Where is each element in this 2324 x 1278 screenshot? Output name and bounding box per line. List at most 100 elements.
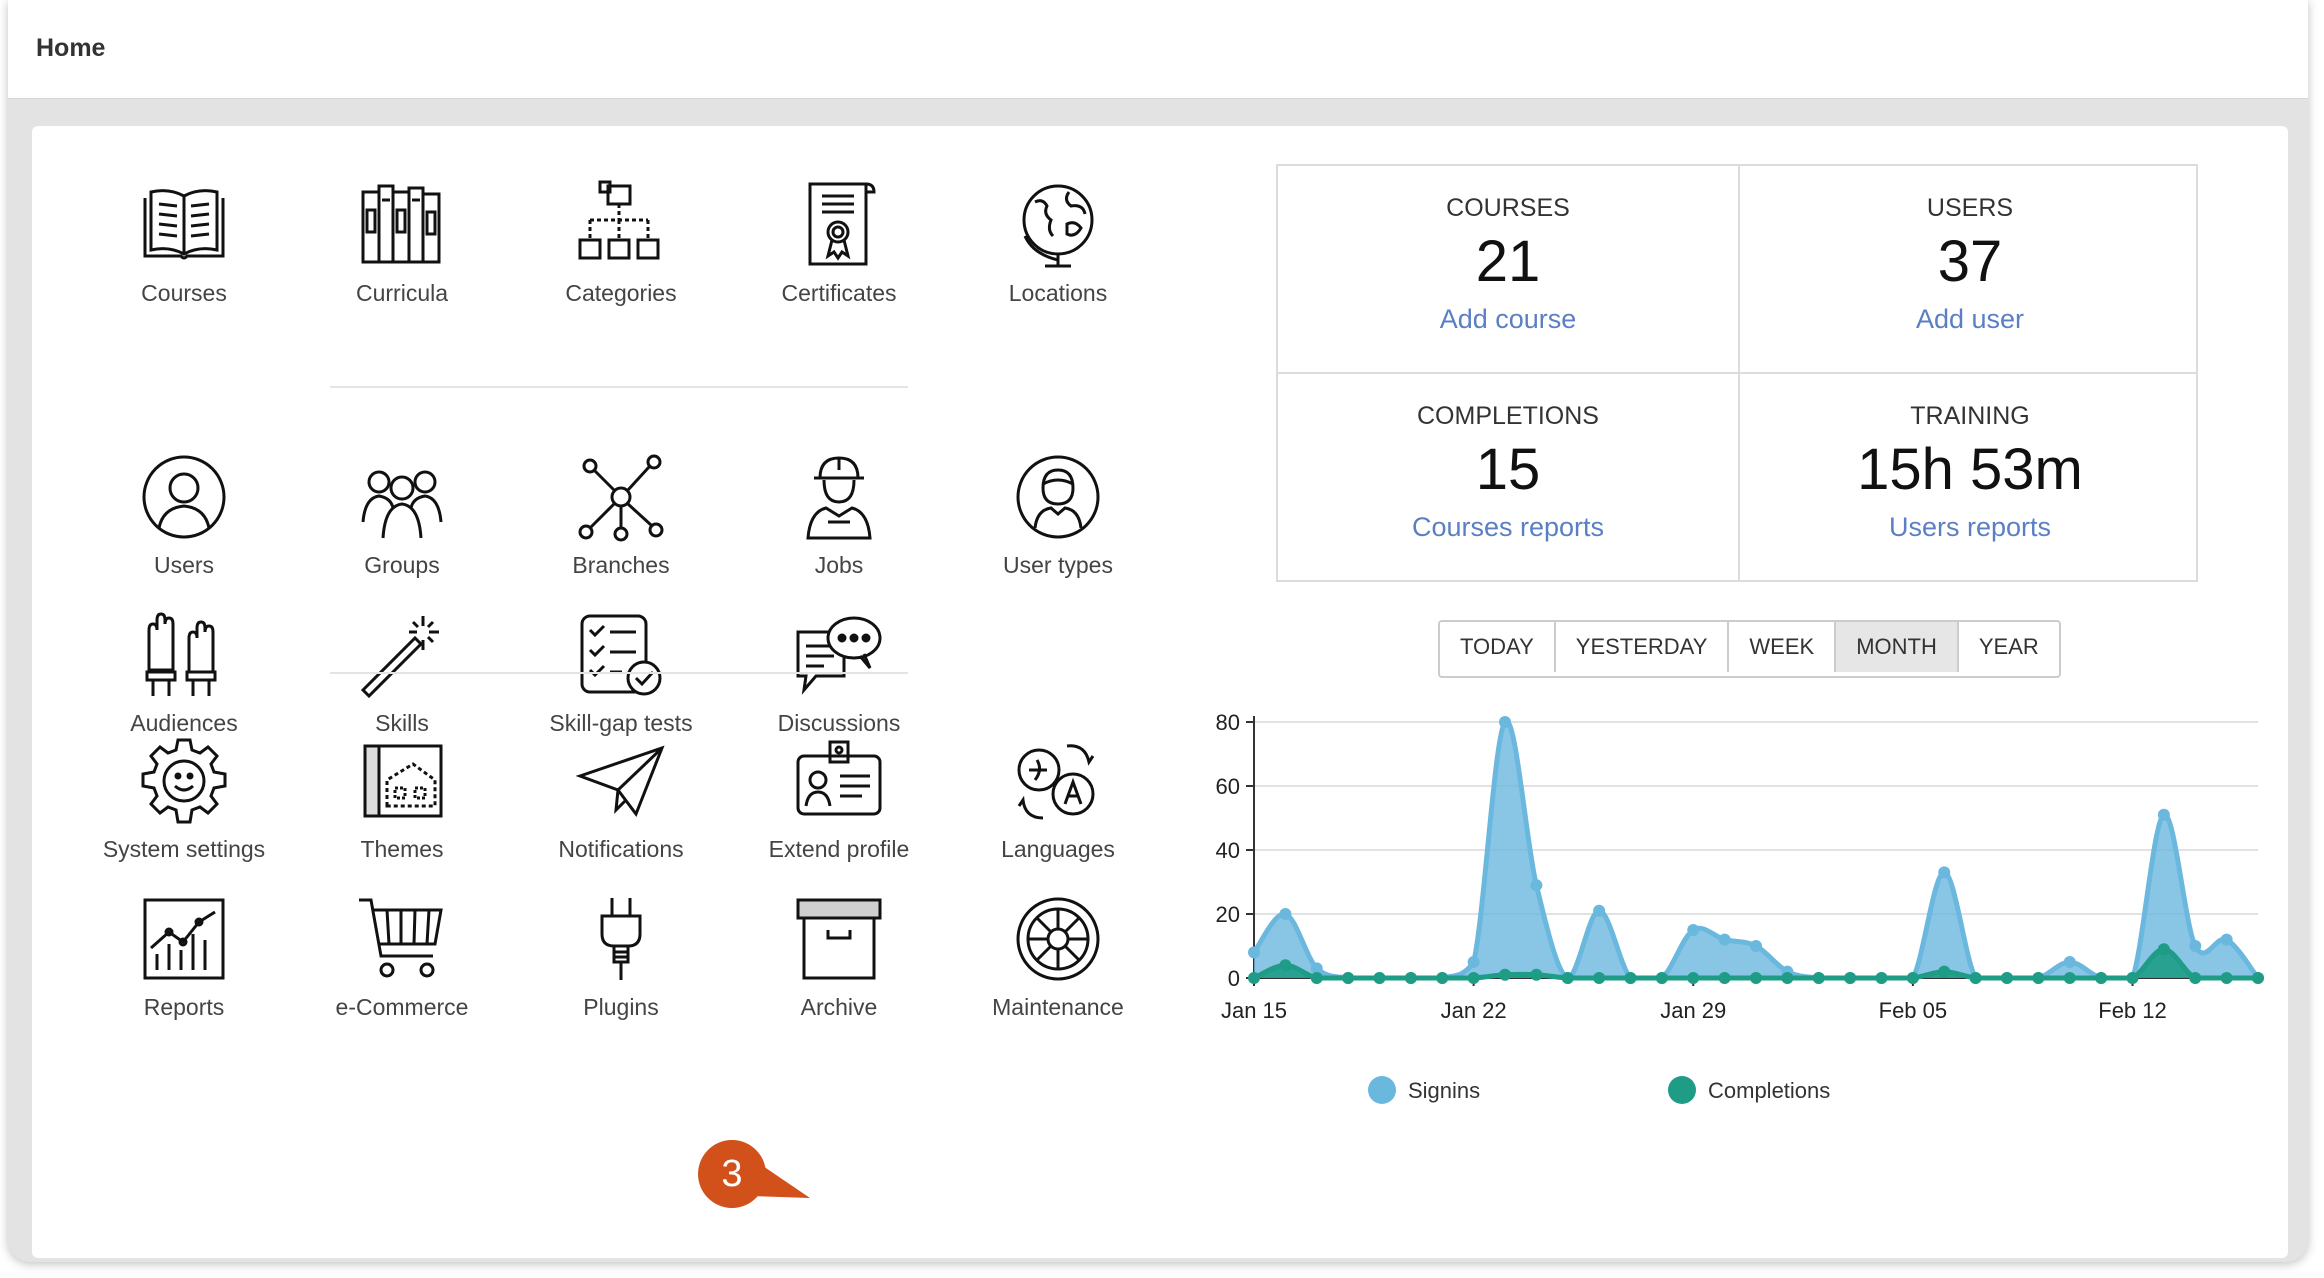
nav-audiences[interactable]: Audiences — [75, 610, 293, 737]
x-tick-label: Jan 15 — [1221, 998, 1287, 1023]
completions-point — [1781, 972, 1794, 984]
stat-completions-value: 15 — [1475, 437, 1541, 502]
nav-skill-gap-tests[interactable]: Skill-gap tests — [512, 610, 730, 737]
nav-groups[interactable]: Groups — [293, 452, 511, 579]
completions-point — [2095, 972, 2108, 984]
nav-skills-label: Skills — [375, 710, 429, 736]
period-year-button[interactable]: YEAR — [1958, 622, 2059, 672]
signins-point — [1530, 879, 1543, 892]
nav-certificates[interactable]: Certificates — [730, 180, 948, 307]
completions-point — [1342, 972, 1355, 984]
signins-point — [2220, 933, 2233, 946]
stat-courses: COURSES 21 Add course — [1278, 166, 1738, 374]
completions-point — [1969, 972, 1982, 984]
signins-point — [1718, 933, 1731, 946]
nav-reports-label: Reports — [143, 994, 225, 1020]
nav-e-commerce[interactable]: e-Commerce — [293, 894, 511, 1021]
nav-maintenance-label: Maintenance — [992, 994, 1124, 1020]
nav-skills[interactable]: Skills — [293, 610, 511, 737]
completions-point — [1906, 972, 1919, 984]
completions-point — [1718, 972, 1731, 984]
report-chart-icon — [143, 898, 225, 980]
nav-reports[interactable]: Reports — [75, 894, 293, 1021]
nav-audiences-label: Audiences — [130, 710, 238, 736]
completions-point — [1404, 972, 1417, 984]
nav-courses-label: Courses — [141, 280, 227, 306]
nav-user-types[interactable]: User types — [949, 452, 1167, 579]
nav-categories[interactable]: Categories — [512, 180, 730, 307]
nav-curricula[interactable]: Curricula — [293, 180, 511, 307]
nav-plugins[interactable]: Plugins — [512, 894, 730, 1021]
x-tick-label: Jan 22 — [1441, 998, 1507, 1023]
courses-reports-link[interactable]: Courses reports — [1411, 512, 1605, 542]
nav-themes[interactable]: Themes — [293, 736, 511, 863]
signins-point — [1499, 716, 1511, 728]
nav-e-commerce-label: e-Commerce — [335, 994, 469, 1020]
y-tick-label: 20 — [1216, 902, 1240, 927]
completions-point — [1655, 972, 1668, 984]
completions-point — [2126, 972, 2139, 984]
archive-box-icon — [796, 898, 882, 980]
x-tick-label: Feb 05 — [1879, 998, 1948, 1023]
book-icon — [143, 189, 225, 260]
nav-discussions[interactable]: Discussions — [730, 610, 948, 737]
completions-point — [1530, 968, 1543, 981]
completions-point — [1844, 972, 1857, 984]
completions-point — [1750, 972, 1762, 984]
completions-point — [1561, 972, 1574, 984]
legend-label-signins: Signins — [1408, 1078, 1480, 1103]
signins-point — [1279, 908, 1292, 920]
nav-languages[interactable]: Languages — [949, 736, 1167, 863]
nav-archive-label: Archive — [800, 994, 878, 1020]
id-card-icon — [796, 740, 882, 816]
nav-extend-profile[interactable]: Extend profile — [730, 736, 948, 863]
nav-archive[interactable]: Archive — [730, 894, 948, 1021]
nav-maintenance[interactable]: Maintenance — [949, 894, 1167, 1021]
period-yesterday-button[interactable]: YESTERDAY — [1555, 622, 1730, 672]
page-title: Home — [36, 34, 106, 62]
legend-swatch-completions — [1668, 1076, 1696, 1104]
completions-point — [1624, 972, 1637, 984]
nav-locations-label: Locations — [1008, 280, 1108, 306]
chat-bubbles-icon — [796, 616, 882, 695]
nav-branches-label: Branches — [572, 552, 670, 578]
signins-point — [2189, 940, 2202, 952]
group-icon — [361, 470, 443, 539]
categories-icon — [578, 180, 660, 260]
nav-branches[interactable]: Branches — [512, 452, 730, 579]
raised-hands-icon — [145, 612, 217, 696]
nav-courses[interactable]: Courses — [75, 180, 293, 307]
magic-wand-icon — [360, 616, 439, 699]
nav-groups-label: Groups — [364, 552, 440, 578]
add-course-link[interactable]: Add course — [1439, 304, 1577, 334]
completions-point — [2001, 972, 2013, 984]
nav-users[interactable]: Users — [75, 452, 293, 579]
completions-point — [1938, 965, 1951, 978]
signins-area — [1254, 721, 2258, 978]
completions-point — [2032, 972, 2045, 984]
plug-icon — [600, 898, 642, 980]
signins-point — [2157, 808, 2170, 821]
y-tick-label: 40 — [1216, 838, 1240, 863]
nav-skill-gap-tests-label: Skill-gap tests — [549, 710, 693, 736]
stat-training-value: 15h 53m — [1857, 437, 2083, 502]
nav-system-settings[interactable]: System settings — [75, 736, 293, 863]
nav-jobs[interactable]: Jobs — [730, 452, 948, 579]
nav-notifications[interactable]: Notifications — [512, 736, 730, 863]
nav-languages-label: Languages — [1001, 836, 1115, 862]
period-month-button[interactable]: MONTH — [1836, 622, 1959, 672]
nav-extend-profile-label: Extend profile — [768, 836, 910, 862]
y-tick-label: 60 — [1216, 774, 1240, 799]
stat-training: TRAINING 15h 53m Users reports — [1740, 374, 2200, 582]
nav-curricula-label: Curricula — [355, 280, 449, 306]
signins-point — [1938, 866, 1951, 879]
completions-point — [2189, 972, 2202, 984]
period-week-button[interactable]: WEEK — [1729, 622, 1837, 672]
translate-icon — [1017, 744, 1095, 820]
users-reports-link[interactable]: Users reports — [1888, 512, 2052, 542]
period-today-button[interactable]: TODAY — [1440, 622, 1556, 672]
nav-locations[interactable]: Locations — [949, 180, 1167, 307]
x-tick-label: Feb 12 — [2098, 998, 2167, 1023]
signins-point — [2063, 956, 2076, 968]
add-user-link[interactable]: Add user — [1915, 304, 2025, 334]
